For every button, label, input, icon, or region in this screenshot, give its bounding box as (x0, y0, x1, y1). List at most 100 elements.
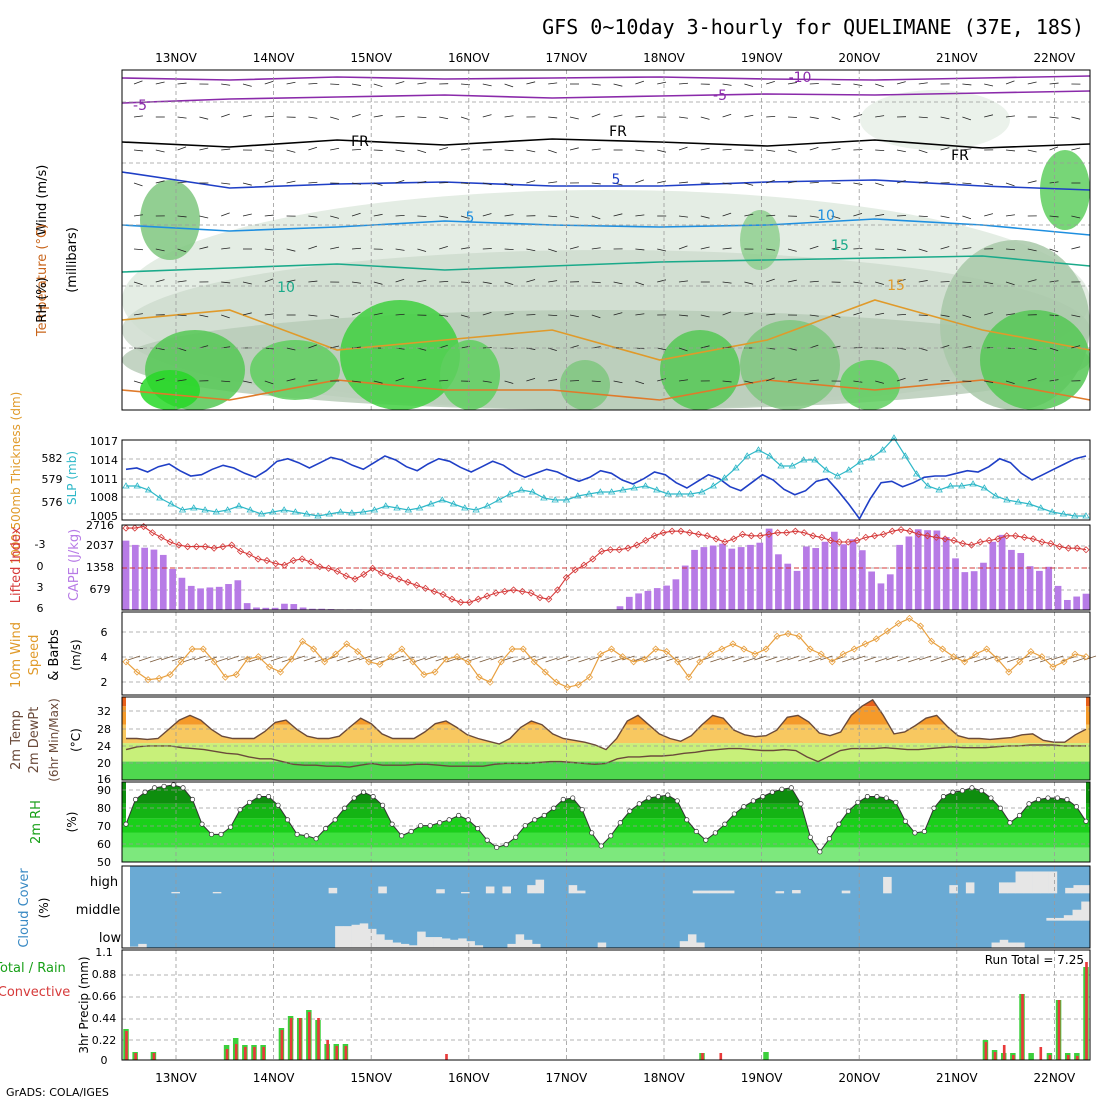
rh-line-point (142, 789, 148, 795)
lifted-index-line-point (818, 533, 826, 541)
cape-bar (1008, 549, 1015, 610)
ylabel: Speed (27, 635, 42, 676)
rh-line-point (598, 843, 604, 849)
wind-barb (918, 82, 928, 85)
thickness-line-point (574, 492, 582, 499)
rh-line-point (741, 804, 747, 810)
rh-line-point (323, 825, 329, 832)
ylabel: (6hr Min/Max) (47, 698, 61, 782)
cloud-cell (527, 885, 536, 894)
wind-barb (569, 215, 579, 219)
cloud-cell (212, 891, 222, 894)
wind-barb (678, 347, 688, 352)
wind-barb-10m (941, 657, 954, 663)
cape-bar (830, 531, 838, 610)
wind-barb (330, 147, 340, 151)
wind-barb (242, 281, 252, 285)
wind-speed-line-point (641, 655, 649, 663)
wind-barb (177, 248, 187, 253)
wind-barb-10m (677, 657, 690, 663)
thickness-line-point (167, 500, 175, 507)
wind-barb (1005, 248, 1016, 251)
wind-barb (613, 114, 623, 118)
rh-line-point (123, 821, 129, 827)
wind-barb (395, 248, 405, 251)
wind-speed-line-point (707, 650, 715, 658)
cape-bar (709, 545, 717, 610)
wind-barb (395, 149, 405, 152)
wind-barb (439, 147, 448, 151)
wind-barb (657, 248, 667, 252)
wind-barb-10m (182, 657, 196, 663)
rh-band (122, 847, 1090, 862)
cloud-cell (1048, 871, 1058, 894)
precip-convective-bar (1039, 1047, 1043, 1060)
wind-barb (221, 212, 230, 217)
wind-speed-line-point (232, 671, 240, 679)
tick-label: 32 (97, 705, 111, 718)
thickness-line-point (1070, 512, 1079, 519)
wind-barb (504, 83, 514, 88)
wind-speed-line-point (1027, 648, 1035, 656)
rh-line-point (855, 799, 861, 805)
wind-barb (678, 181, 688, 184)
cloud-cell (1023, 871, 1033, 894)
panel-frame (121, 781, 1091, 863)
wind-barb (177, 347, 187, 352)
cloud-cell (775, 891, 785, 894)
rh-line-point (237, 807, 243, 813)
precip-convective-bar (984, 1042, 988, 1060)
tick-label: -3 (35, 538, 46, 551)
wind-barb (613, 380, 623, 384)
lifted-index-line (126, 525, 1087, 603)
thickness-line-point (686, 490, 695, 497)
tick-label: 28 (97, 723, 111, 736)
rh-shading (840, 360, 900, 410)
wind-barb (635, 380, 645, 385)
wind-speed-line-point (310, 645, 318, 653)
wind-barb (177, 116, 187, 119)
lifted-index-line-point (853, 536, 861, 545)
wind-barb (221, 314, 230, 319)
time-label-top: 17NOV (546, 51, 588, 65)
lifted-index-line-point (140, 522, 148, 531)
thickness-line-point (325, 510, 334, 517)
time-label-bottom: 22NOV (1034, 1071, 1076, 1085)
cloud-cell (709, 890, 718, 894)
wind-speed-line-point (817, 650, 825, 658)
wind-barb (155, 180, 165, 184)
rh-line-point (988, 795, 994, 801)
lifted-index-line-point (976, 538, 984, 546)
wind-barb (242, 182, 252, 186)
wind-barb (439, 344, 448, 349)
tick-label: 579 (42, 473, 63, 486)
rh-line-point (893, 799, 899, 805)
wind-barb-10m (523, 655, 536, 661)
lifted-index-line-point (536, 594, 544, 602)
contour-label: -5 (713, 88, 727, 104)
cape-bar (970, 571, 978, 610)
cape-bar (961, 572, 969, 610)
cape-bar (281, 603, 288, 610)
wind-barb (286, 81, 296, 85)
wind-barb (308, 314, 318, 317)
cloud-cell (433, 937, 443, 948)
rh-line-point (522, 823, 528, 829)
cape-bar (849, 539, 857, 610)
ylabel: 3hr Precip (mm) (77, 956, 91, 1053)
wind-barb (199, 215, 209, 219)
thickness-line-point (223, 506, 232, 513)
wind-barb (1071, 116, 1081, 120)
wind-barb (177, 181, 187, 184)
thickness-line-point (901, 452, 910, 459)
wind-barb (526, 180, 536, 184)
wind-barb-10m (973, 657, 987, 663)
wind-barb-10m (138, 656, 152, 662)
lifted-index-line-point (201, 543, 209, 551)
wind-barb (766, 278, 775, 283)
cloud-cell (717, 890, 727, 894)
wind-barb (330, 345, 340, 349)
wind-barb (722, 212, 732, 217)
lifted-index-line-point (809, 532, 817, 540)
cloud-cell (335, 926, 344, 948)
